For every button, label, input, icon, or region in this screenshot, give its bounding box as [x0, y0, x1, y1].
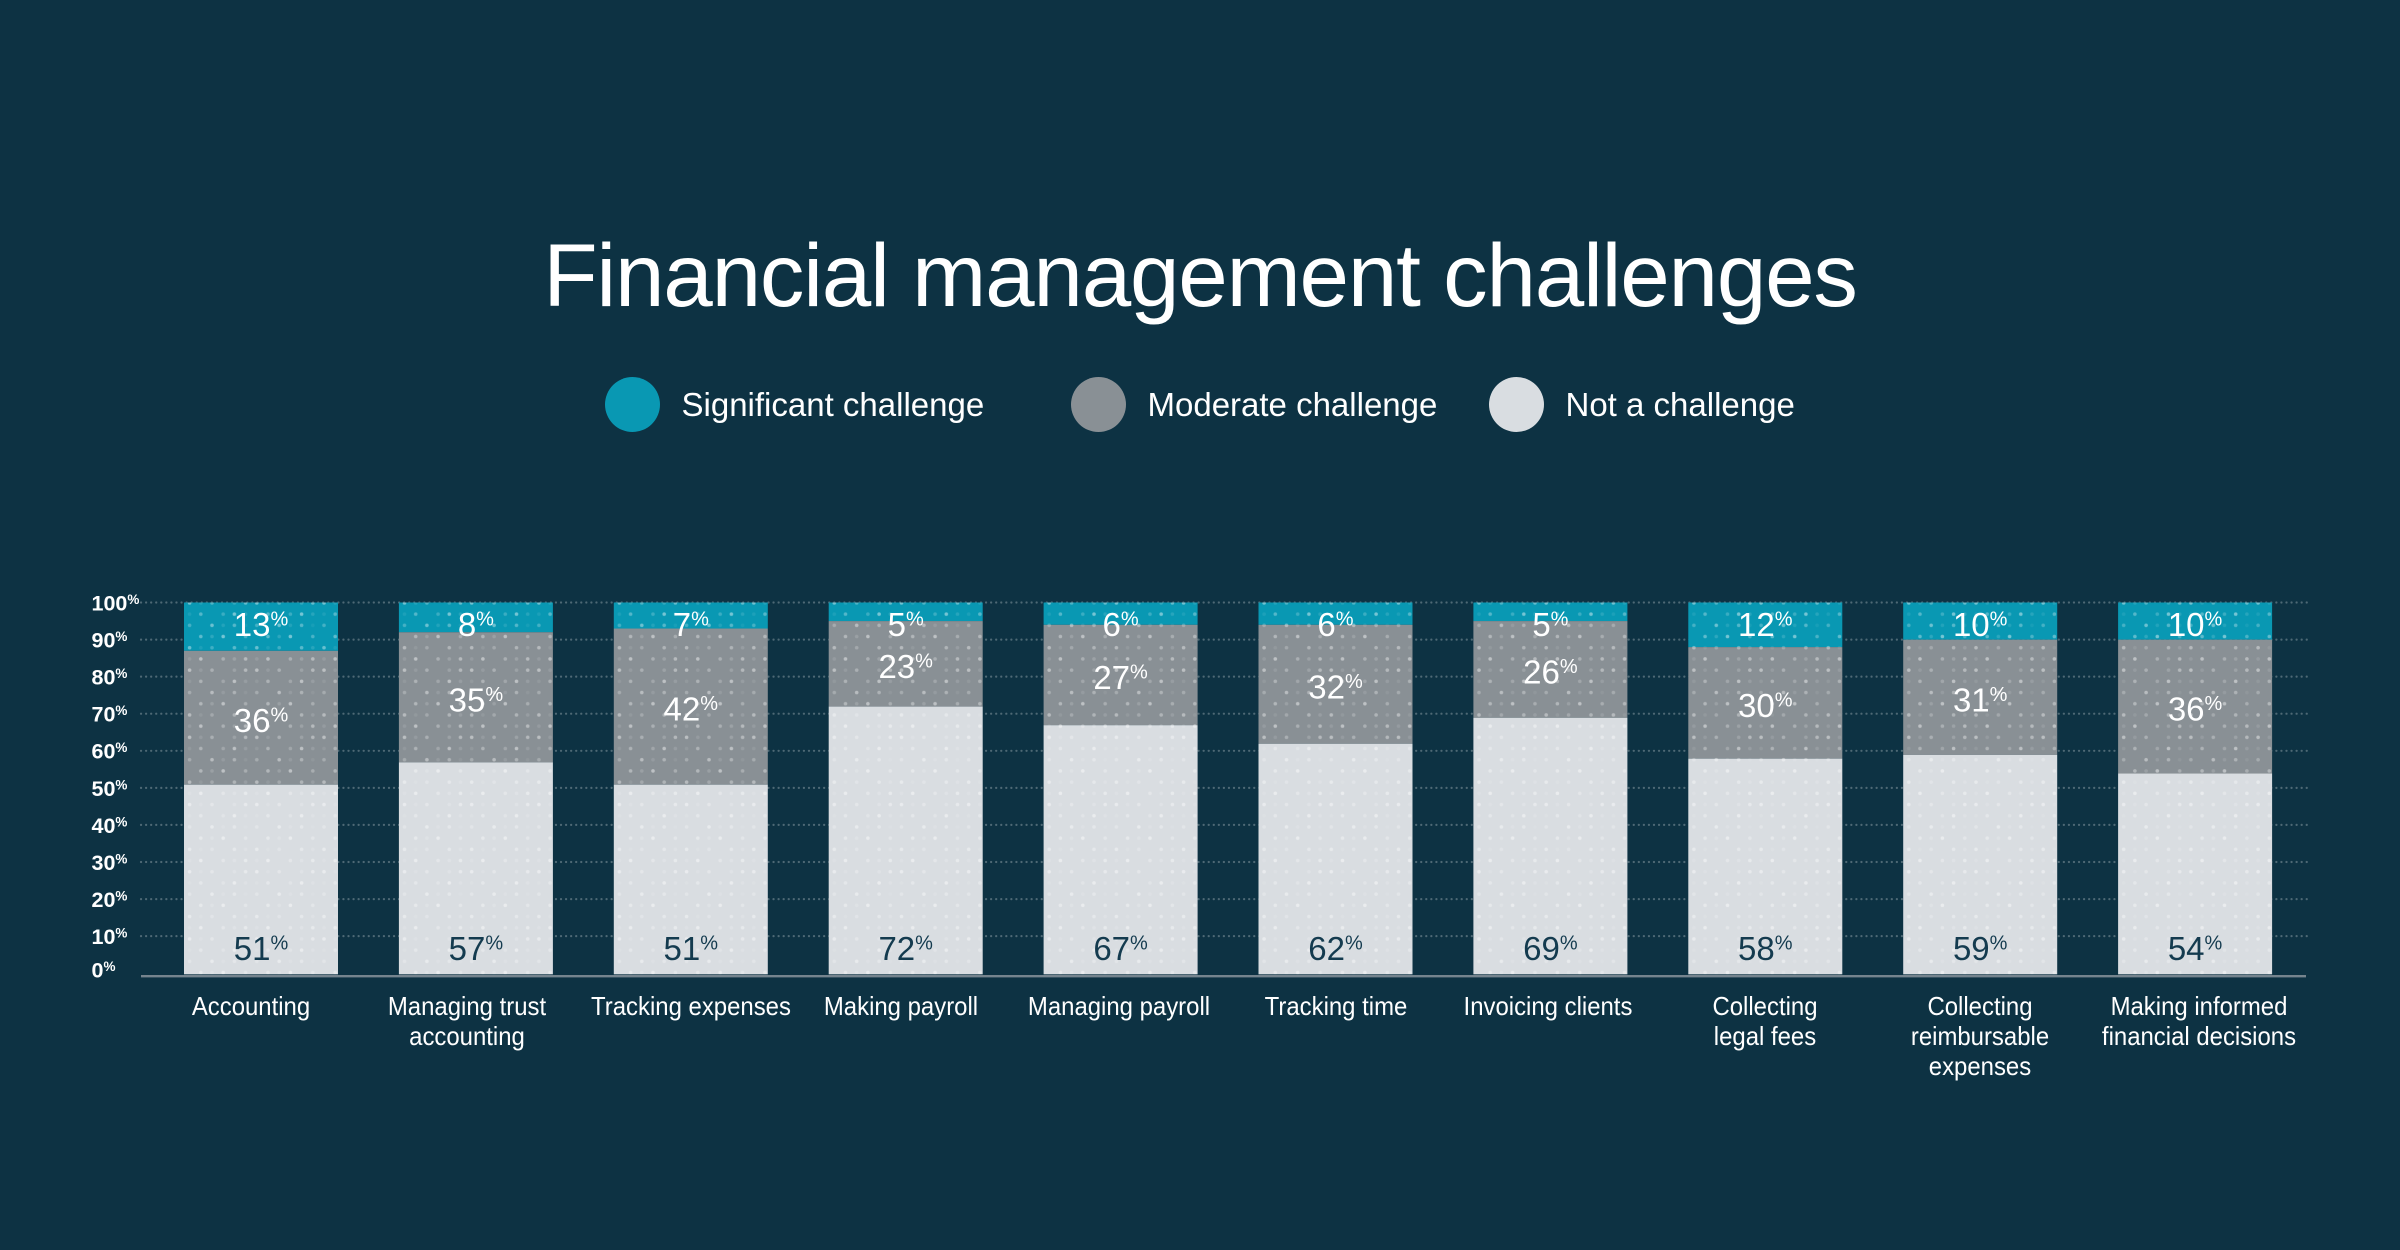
svg-text:51%: 51%	[664, 930, 719, 967]
svg-text:62%: 62%	[1308, 930, 1363, 967]
svg-text:10%: 10%	[1953, 606, 2008, 643]
svg-text:6%: 6%	[1103, 606, 1139, 643]
svg-text:58%: 58%	[1738, 930, 1793, 967]
svg-text:6%: 6%	[1317, 606, 1353, 643]
svg-text:70%: 70%	[92, 703, 128, 727]
svg-text:13%: 13%	[234, 606, 289, 643]
svg-text:69%: 69%	[1523, 930, 1578, 967]
svg-text:42%: 42%	[664, 691, 719, 728]
svg-text:20%: 20%	[92, 888, 128, 912]
svg-text:10%: 10%	[92, 925, 128, 949]
svg-text:40%: 40%	[92, 814, 128, 838]
svg-text:50%: 50%	[92, 777, 128, 801]
svg-text:60%: 60%	[92, 740, 128, 764]
svg-text:0%: 0%	[92, 959, 116, 983]
svg-text:30%: 30%	[92, 851, 128, 875]
svg-text:100%: 100%	[92, 591, 140, 615]
svg-text:80%: 80%	[92, 666, 128, 690]
svg-text:31%: 31%	[1953, 681, 2008, 718]
svg-text:90%: 90%	[92, 629, 128, 653]
